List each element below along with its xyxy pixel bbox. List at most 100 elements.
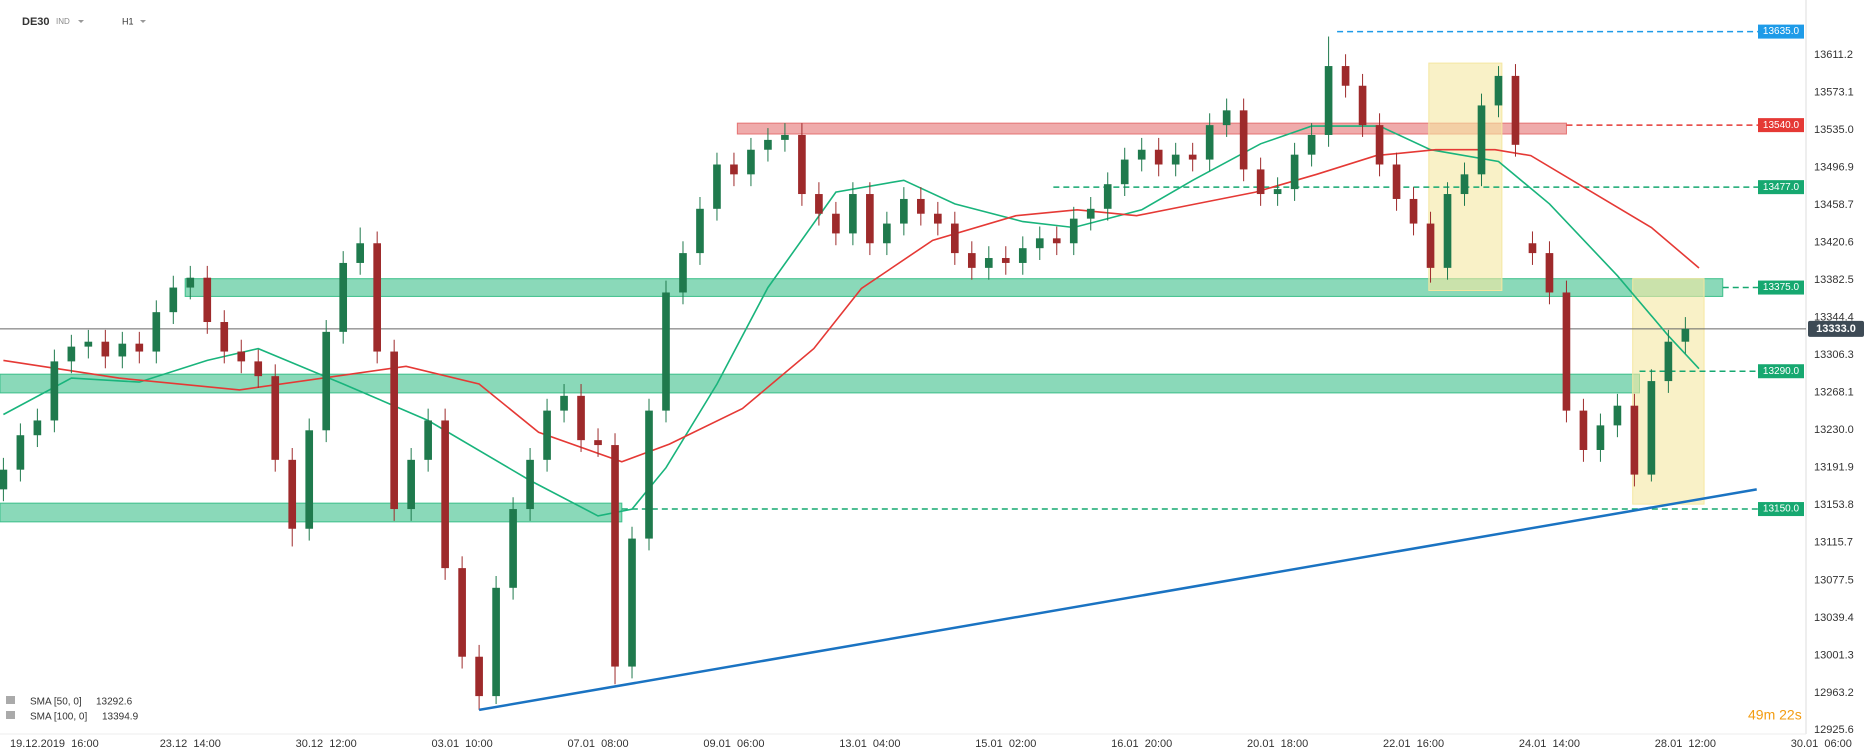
legend-icon[interactable] (6, 696, 15, 704)
candle-body (356, 243, 365, 263)
level-tag (1758, 118, 1804, 133)
legend-icon[interactable] (6, 711, 15, 719)
candle-body (1137, 149, 1146, 160)
candle-body (1664, 341, 1673, 382)
current-price-tag (1808, 320, 1864, 337)
candle-body (1205, 125, 1214, 160)
candle-body (1341, 66, 1350, 86)
level-label: 13375.0 (1763, 282, 1800, 293)
level-tag (1758, 364, 1804, 379)
candle-body (458, 568, 466, 657)
x-tick-label: 28.01 12:00 (1655, 738, 1716, 750)
candle-body (967, 253, 976, 268)
candle-body (1052, 238, 1061, 244)
dropdown-icon[interactable] (140, 20, 146, 23)
x-tick-label: 22.01 16:00 (1383, 738, 1444, 750)
candle-body (1239, 110, 1248, 170)
candle-body (1222, 110, 1231, 126)
candle-body (84, 341, 93, 347)
dropdown-icon[interactable] (78, 20, 84, 23)
legend-label: SMA [50, 0] (30, 697, 82, 708)
current-price-label: 13333.0 (1816, 323, 1856, 335)
trend-line (478, 488, 1757, 712)
candle-body (1307, 134, 1316, 155)
candle-body (560, 395, 568, 411)
zone (0, 373, 1641, 394)
x-tick-label: 30.12 12:00 (296, 738, 357, 750)
timeframe[interactable]: H1 (122, 16, 134, 26)
x-tick-label: 09.01 06:00 (703, 738, 764, 750)
candle-body (1426, 223, 1435, 268)
x-tick-label: 20.01 18:00 (1247, 738, 1308, 750)
symbol[interactable]: DE30 (22, 16, 50, 28)
x-tick-label: 03.01 10:00 (432, 738, 493, 750)
y-tick-label: 13191.9 (1814, 462, 1854, 474)
candle-body (0, 469, 8, 490)
candle-body (1681, 328, 1690, 342)
y-tick-label: 12925.6 (1814, 724, 1854, 736)
timer: 49m 22s (1748, 707, 1802, 723)
candle-body (543, 410, 551, 460)
candle-body (1069, 218, 1078, 244)
candle-body (1579, 410, 1588, 450)
candle-body (611, 445, 619, 667)
y-tick-label: 13153.8 (1814, 499, 1854, 511)
candle-body (1273, 189, 1282, 195)
candle-body (288, 459, 297, 529)
x-tick-label: 24.01 14:00 (1519, 738, 1580, 750)
sma-line (3, 148, 1700, 463)
candle-body (322, 331, 331, 431)
candle-body (917, 198, 925, 214)
y-tick-label: 13039.4 (1814, 612, 1854, 624)
y-tick-label: 13306.3 (1814, 349, 1854, 361)
candle-body (1409, 198, 1418, 224)
level-tag (1758, 280, 1804, 295)
candle-body (1256, 169, 1265, 195)
candle-body (934, 213, 942, 224)
x-tick-label: 19.12.2019 16:00 (10, 738, 99, 750)
candle-body (577, 395, 585, 441)
candle-body (1460, 174, 1469, 195)
candle-body (1001, 258, 1010, 263)
candle-body (1392, 164, 1401, 199)
candle-body (798, 134, 806, 195)
y-tick-label: 13458.7 (1814, 199, 1854, 211)
level-tag (1758, 180, 1804, 195)
candle-body (662, 292, 670, 411)
candle-body (339, 262, 348, 332)
candle-body (696, 208, 704, 254)
candle-body (679, 253, 687, 293)
y-tick-label: 13535.0 (1814, 124, 1854, 136)
candle-body (67, 346, 76, 362)
y-tick-label: 13573.1 (1814, 86, 1854, 98)
level-label: 13540.0 (1763, 120, 1800, 131)
candle-body (373, 243, 381, 352)
y-tick-label: 13382.5 (1814, 274, 1854, 286)
candle-body (475, 656, 483, 697)
candle-body (713, 164, 721, 209)
candle-body (1375, 125, 1384, 165)
candle-body (1188, 154, 1197, 160)
candle-body (390, 351, 398, 510)
candle-body (1477, 105, 1486, 175)
candle-body (1647, 381, 1656, 475)
candle-body (730, 164, 738, 175)
level-label: 13150.0 (1763, 504, 1800, 515)
candle-body (594, 440, 602, 446)
candle-body (1086, 208, 1095, 219)
x-tick-label: 30.01 06:00 (1791, 738, 1852, 750)
candle-body (492, 587, 500, 697)
candle-body (1358, 85, 1367, 126)
x-tick-label: 13.01 04:00 (839, 738, 900, 750)
candle-body (424, 420, 432, 460)
legend-label: SMA [100, 0] (30, 712, 87, 723)
candle-body (1154, 149, 1163, 165)
x-tick-label: 16.01 20:00 (1111, 738, 1172, 750)
candle-body (849, 194, 857, 234)
y-tick-label: 12963.2 (1814, 687, 1854, 699)
candle-body (169, 287, 178, 313)
sma-line (3, 125, 1700, 517)
candle-body (832, 213, 840, 234)
candle-body (1613, 405, 1622, 426)
